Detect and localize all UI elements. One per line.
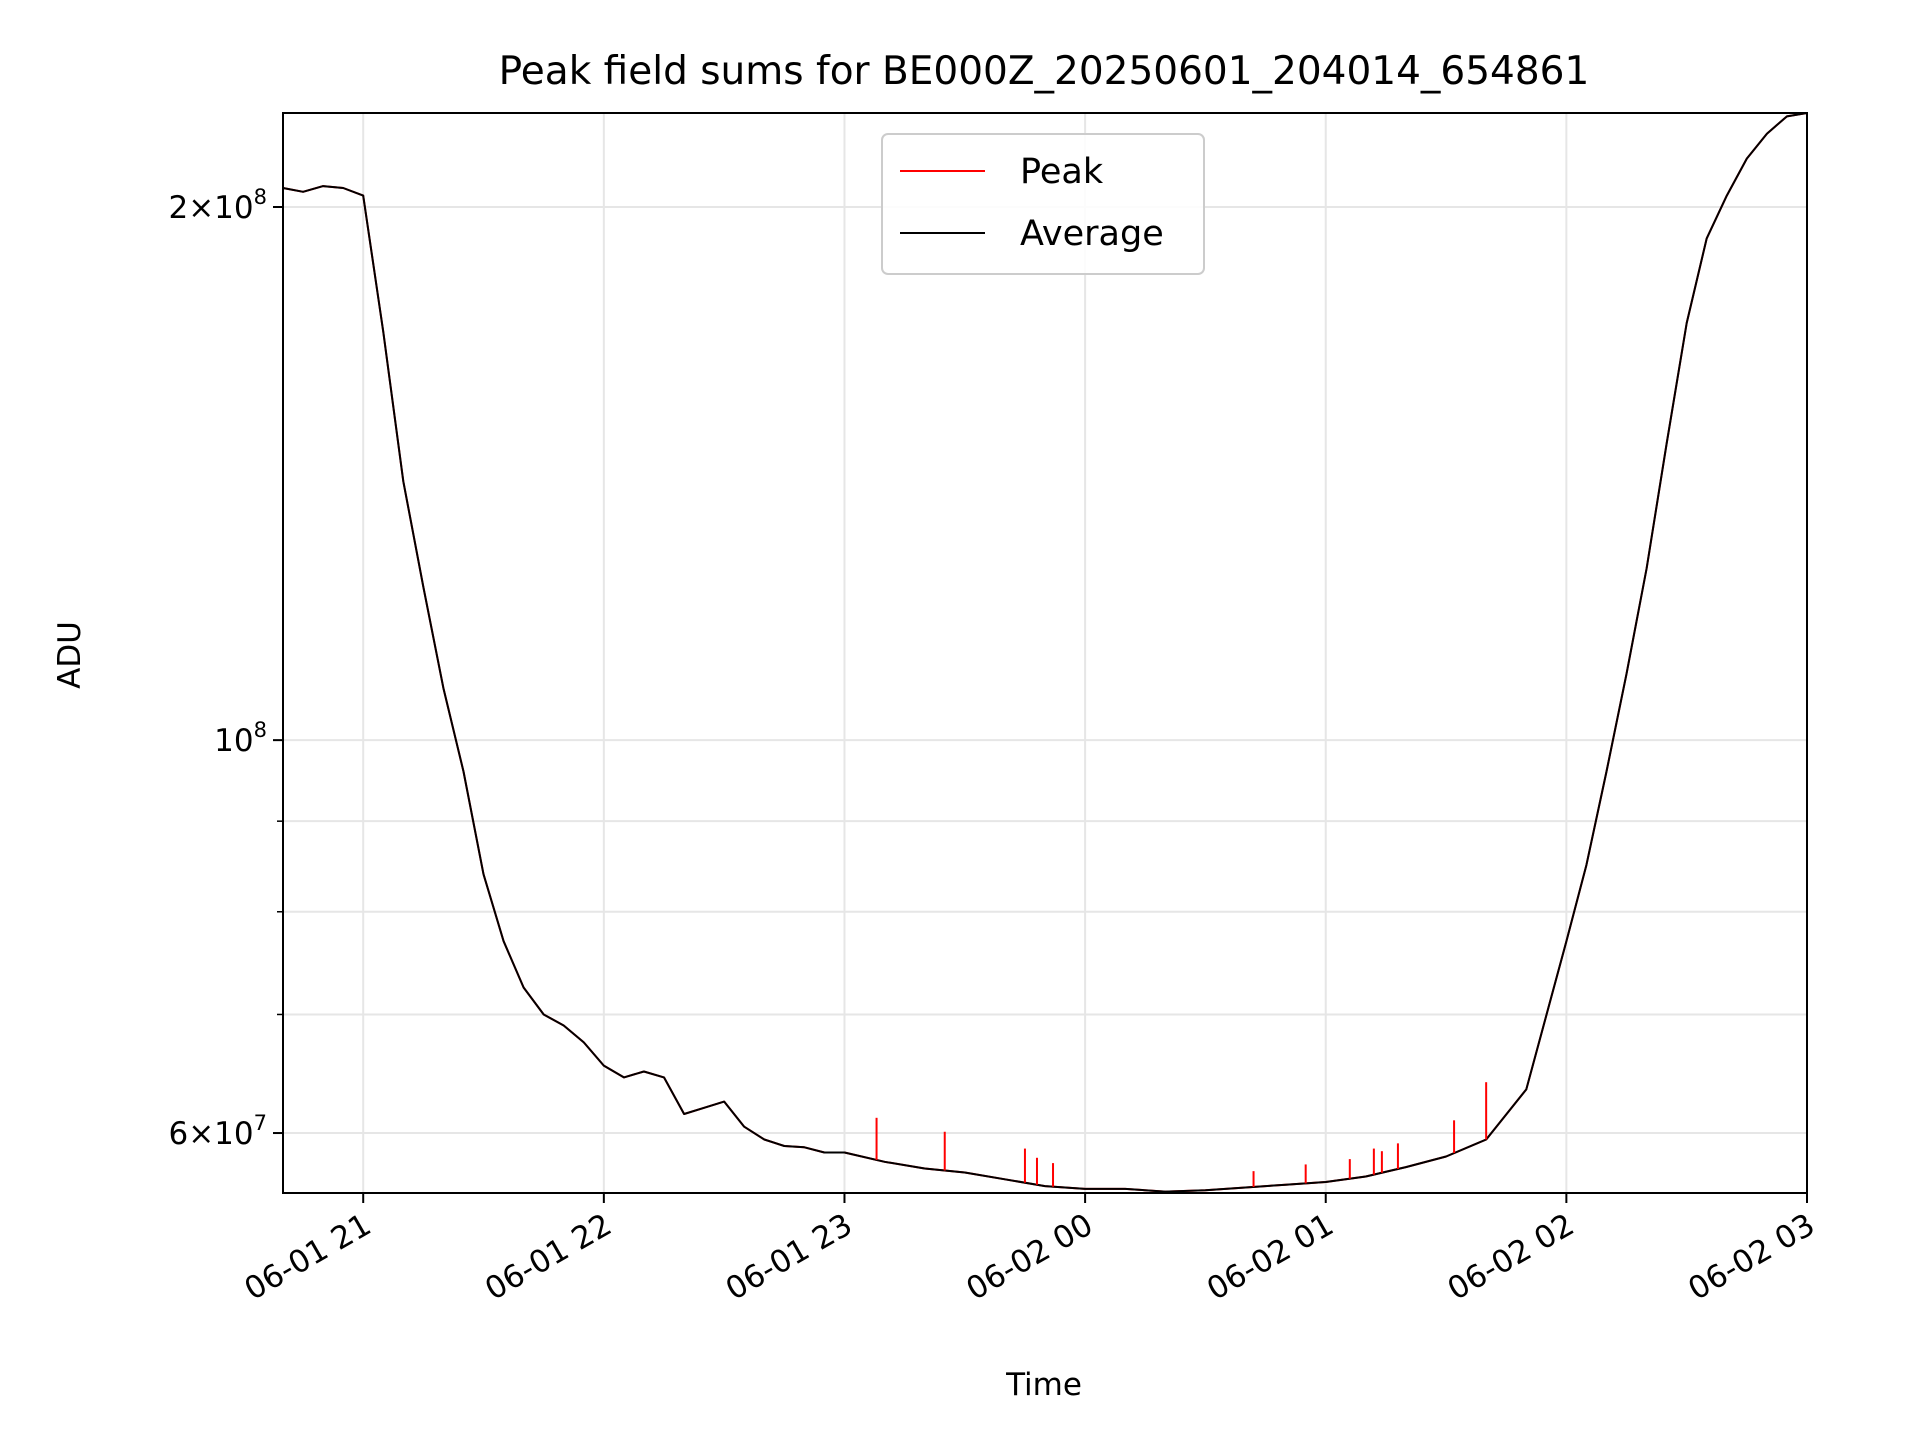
y-tick-label: 6×107: [168, 1111, 267, 1152]
y-axis-ticks: 2×108 108 6×107: [168, 185, 283, 1152]
legend-box: [881, 133, 1205, 275]
legend-label-average: Average: [1020, 214, 1164, 254]
y-axis-label: ADU: [52, 621, 88, 689]
x-axis-label: Time: [1005, 1367, 1082, 1403]
chart-title: Peak field sums for BE000Z_20250601_2040…: [499, 49, 1590, 94]
legend: Peak Average: [881, 133, 1205, 275]
peak-spikes: [875, 1082, 1488, 1187]
y-tick-label: 2×108: [168, 185, 267, 226]
axes-frame: [282, 112, 1808, 1194]
legend-label-peak: Peak: [1020, 152, 1104, 192]
series-lines: [282, 112, 1808, 1193]
y-tick-label: 108: [214, 718, 267, 759]
series-line-average: [282, 112, 1808, 1193]
gridlines: [283, 113, 1808, 1193]
